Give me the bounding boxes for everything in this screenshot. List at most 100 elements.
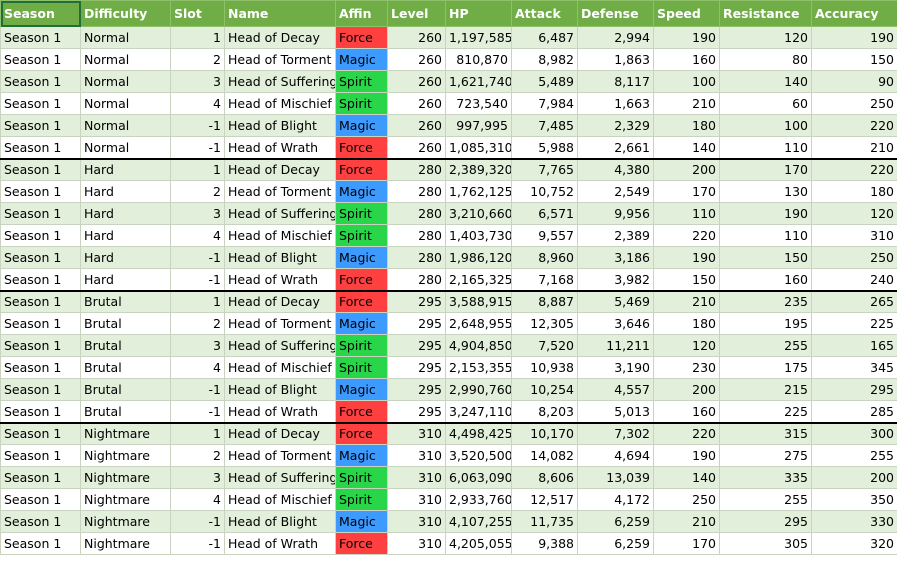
cell-difficulty[interactable]: Brutal [80,400,171,423]
cell-name[interactable]: Head of Torment [224,444,336,467]
cell-level[interactable]: 280 [387,180,446,203]
cell-resistance[interactable]: 225 [719,400,812,423]
cell-level[interactable]: 260 [387,114,446,137]
cell-level[interactable]: 310 [387,510,446,533]
cell-slot[interactable]: 3 [170,334,225,357]
cell-speed[interactable]: 110 [653,202,720,225]
cell-accuracy[interactable]: 190 [811,26,897,49]
cell-attack[interactable]: 6,487 [511,26,578,49]
cell-hp[interactable]: 2,165,325 [445,268,512,291]
cell-defense[interactable]: 3,190 [577,356,654,379]
cell-slot[interactable]: -1 [170,136,225,159]
cell-affin[interactable]: Force [335,400,388,423]
cell-resistance[interactable]: 335 [719,466,812,489]
cell-hp[interactable]: 997,995 [445,114,512,137]
cell-level[interactable]: 310 [387,421,446,445]
cell-attack[interactable]: 10,170 [511,421,578,445]
cell-difficulty[interactable]: Brutal [80,334,171,357]
cell-affin[interactable]: Spirit [335,92,388,115]
cell-level[interactable]: 310 [387,444,446,467]
cell-accuracy[interactable]: 300 [811,421,897,445]
cell-name[interactable]: Head of Mischief [224,488,336,511]
cell-slot[interactable]: 4 [170,356,225,379]
cell-resistance[interactable]: 160 [719,268,812,291]
cell-hp[interactable]: 2,389,320 [445,157,512,181]
cell-attack[interactable]: 12,517 [511,488,578,511]
cell-season[interactable]: Season 1 [0,92,81,115]
cell-accuracy[interactable]: 200 [811,466,897,489]
cell-accuracy[interactable]: 220 [811,114,897,137]
cell-affin[interactable]: Magic [335,246,388,269]
cell-resistance[interactable]: 315 [719,421,812,445]
cell-defense[interactable]: 4,557 [577,378,654,401]
cell-season[interactable]: Season 1 [0,268,81,291]
cell-attack[interactable]: 7,984 [511,92,578,115]
cell-accuracy[interactable]: 350 [811,488,897,511]
cell-defense[interactable]: 3,186 [577,246,654,269]
cell-difficulty[interactable]: Hard [80,157,171,181]
cell-speed[interactable]: 210 [653,289,720,313]
cell-level[interactable]: 280 [387,268,446,291]
cell-level[interactable]: 295 [387,312,446,335]
cell-accuracy[interactable]: 180 [811,180,897,203]
cell-resistance[interactable]: 195 [719,312,812,335]
cell-attack[interactable]: 14,082 [511,444,578,467]
cell-accuracy[interactable]: 120 [811,202,897,225]
cell-attack[interactable]: 8,606 [511,466,578,489]
cell-difficulty[interactable]: Hard [80,224,171,247]
cell-difficulty[interactable]: Nightmare [80,532,171,555]
cell-level[interactable]: 310 [387,488,446,511]
cell-season[interactable]: Season 1 [0,224,81,247]
cell-season[interactable]: Season 1 [0,180,81,203]
cell-affin[interactable]: Magic [335,48,388,71]
cell-attack[interactable]: 7,520 [511,334,578,357]
cell-level[interactable]: 295 [387,356,446,379]
cell-resistance[interactable]: 120 [719,26,812,49]
cell-defense[interactable]: 2,329 [577,114,654,137]
cell-speed[interactable]: 220 [653,421,720,445]
cell-hp[interactable]: 2,153,355 [445,356,512,379]
cell-speed[interactable]: 180 [653,312,720,335]
cell-defense[interactable]: 11,211 [577,334,654,357]
cell-slot[interactable]: -1 [170,246,225,269]
cell-accuracy[interactable]: 240 [811,268,897,291]
cell-defense[interactable]: 4,380 [577,157,654,181]
cell-hp[interactable]: 2,990,760 [445,378,512,401]
cell-speed[interactable]: 190 [653,246,720,269]
cell-level[interactable]: 260 [387,92,446,115]
cell-affin[interactable]: Magic [335,444,388,467]
cell-difficulty[interactable]: Normal [80,70,171,93]
cell-accuracy[interactable]: 310 [811,224,897,247]
cell-speed[interactable]: 210 [653,92,720,115]
cell-accuracy[interactable]: 295 [811,378,897,401]
cell-defense[interactable]: 3,982 [577,268,654,291]
cell-resistance[interactable]: 60 [719,92,812,115]
cell-season[interactable]: Season 1 [0,289,81,313]
cell-resistance[interactable]: 110 [719,224,812,247]
cell-speed[interactable]: 190 [653,26,720,49]
cell-affin[interactable]: Force [335,289,388,313]
cell-accuracy[interactable]: 250 [811,92,897,115]
cell-defense[interactable]: 4,172 [577,488,654,511]
cell-level[interactable]: 260 [387,48,446,71]
cell-affin[interactable]: Spirit [335,202,388,225]
cell-hp[interactable]: 1,986,120 [445,246,512,269]
cell-level[interactable]: 280 [387,224,446,247]
cell-difficulty[interactable]: Brutal [80,289,171,313]
header-difficulty[interactable]: Difficulty [80,0,171,27]
cell-difficulty[interactable]: Hard [80,246,171,269]
cell-hp[interactable]: 3,210,660 [445,202,512,225]
cell-slot[interactable]: 4 [170,224,225,247]
cell-difficulty[interactable]: Hard [80,202,171,225]
cell-accuracy[interactable]: 320 [811,532,897,555]
cell-name[interactable]: Head of Blight [224,246,336,269]
cell-resistance[interactable]: 150 [719,246,812,269]
header-season[interactable]: Season [0,0,81,27]
cell-season[interactable]: Season 1 [0,312,81,335]
cell-accuracy[interactable]: 330 [811,510,897,533]
cell-affin[interactable]: Spirit [335,488,388,511]
cell-attack[interactable]: 9,557 [511,224,578,247]
cell-speed[interactable]: 180 [653,114,720,137]
header-slot[interactable]: Slot [170,0,225,27]
cell-hp[interactable]: 1,403,730 [445,224,512,247]
